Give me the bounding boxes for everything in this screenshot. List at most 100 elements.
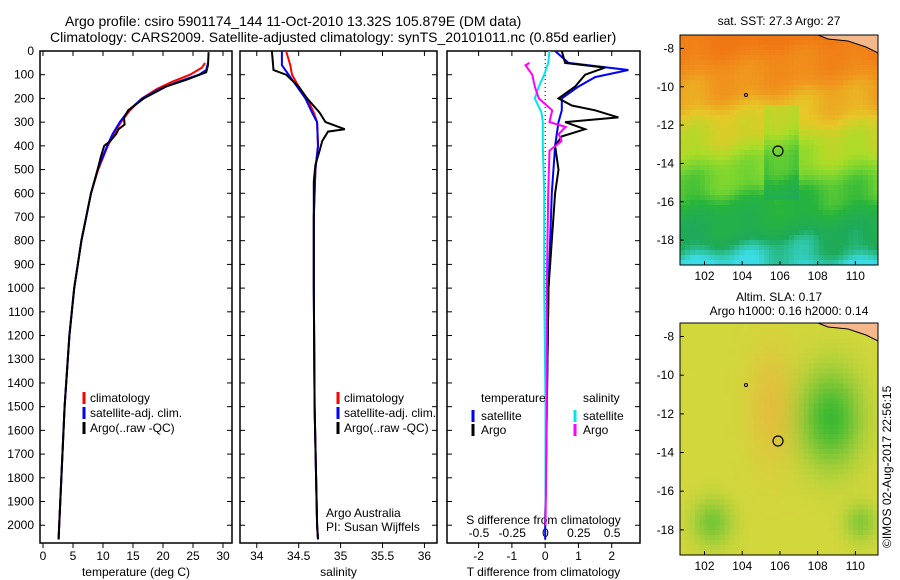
map-cell	[823, 55, 829, 61]
map-cell	[803, 230, 810, 236]
map-cell	[793, 378, 800, 385]
map-cell	[684, 115, 691, 121]
map-cell	[694, 220, 701, 226]
map-cell	[754, 240, 760, 246]
map-cell	[863, 165, 869, 171]
map-cell	[769, 245, 775, 251]
map-cell	[818, 50, 825, 56]
map-cell	[868, 393, 874, 400]
map-cell	[724, 60, 730, 66]
map-cell	[769, 95, 775, 101]
map-cell	[744, 413, 750, 420]
map-cell	[680, 433, 686, 440]
map-cell	[684, 225, 691, 231]
map-cell	[798, 225, 805, 231]
map-cell	[803, 240, 810, 246]
map-cell	[774, 494, 780, 501]
map-cell	[699, 408, 706, 415]
map-cell	[873, 408, 879, 415]
map-cell	[684, 459, 691, 465]
map-cell	[769, 200, 775, 206]
map-cell	[779, 135, 785, 141]
map-cell	[699, 373, 706, 379]
map-cell	[783, 55, 790, 61]
map-cell	[863, 373, 869, 379]
map-cell	[754, 90, 760, 96]
map-cell	[783, 185, 790, 191]
map-cell	[803, 428, 810, 435]
argo-position-marker	[772, 145, 784, 157]
map-cell	[739, 185, 745, 191]
map-cell	[694, 519, 701, 526]
map-cell	[838, 549, 844, 556]
map-cell	[848, 328, 854, 334]
map-cell	[828, 444, 834, 450]
map-cell	[764, 200, 770, 206]
map-cell	[744, 343, 750, 349]
map-cell	[783, 75, 790, 81]
map-cell	[779, 474, 785, 480]
map-cell	[689, 368, 696, 374]
map-cell	[719, 338, 726, 344]
map-cell	[744, 459, 750, 465]
map-cell	[838, 484, 844, 490]
map-cell	[694, 145, 701, 151]
map-cell	[689, 90, 696, 96]
map-cell	[803, 100, 810, 106]
map-cell	[813, 499, 820, 506]
map-cell	[680, 363, 686, 369]
map-cell	[680, 45, 686, 51]
map-cell	[684, 50, 691, 56]
map-cell	[739, 494, 745, 501]
map-cell	[808, 479, 815, 485]
map-cell	[868, 260, 874, 266]
map-cell	[803, 195, 810, 201]
map-cell	[863, 90, 869, 96]
map-cell	[798, 85, 805, 91]
map-cell	[759, 230, 765, 236]
map-cell	[769, 358, 775, 364]
map-cell	[793, 444, 800, 450]
map-cell	[694, 35, 701, 41]
map-cell	[709, 544, 716, 551]
map-cell	[724, 358, 730, 364]
map-cell	[724, 185, 730, 191]
map-cell	[843, 549, 849, 556]
map-cell	[694, 250, 701, 256]
map-cell	[684, 499, 691, 506]
map-cell	[774, 170, 780, 176]
map-cell	[843, 348, 849, 354]
lat-tick-label: -12	[657, 118, 675, 132]
map-cell	[808, 250, 815, 256]
map-cell	[689, 539, 696, 546]
map-cell	[714, 504, 721, 511]
map-cell	[813, 240, 820, 246]
map-cell	[749, 45, 755, 51]
map-cell	[803, 449, 810, 455]
map-cell	[729, 418, 735, 425]
depth-tick-label: 2000	[7, 518, 34, 532]
map-cell	[739, 160, 745, 166]
map-cell	[699, 260, 706, 266]
map-cell	[843, 120, 849, 126]
map-cell	[779, 170, 785, 176]
map-cell	[813, 200, 820, 206]
map-cell	[744, 75, 750, 81]
map-cell	[818, 170, 825, 176]
map-cell	[808, 45, 815, 51]
map-cell	[709, 120, 716, 126]
map-cell	[823, 105, 829, 111]
map-cell	[764, 50, 770, 56]
map-cell	[828, 155, 834, 161]
map-cell	[798, 215, 805, 221]
map-cell	[788, 45, 795, 51]
map-cell	[709, 245, 716, 251]
map-cell	[689, 343, 696, 349]
map-cell	[744, 210, 750, 216]
map-cell	[689, 383, 696, 390]
map-cell	[699, 534, 706, 541]
map-cell	[734, 55, 740, 61]
map-cell	[749, 549, 755, 556]
map-cell	[759, 433, 765, 440]
map-cell	[779, 50, 785, 56]
